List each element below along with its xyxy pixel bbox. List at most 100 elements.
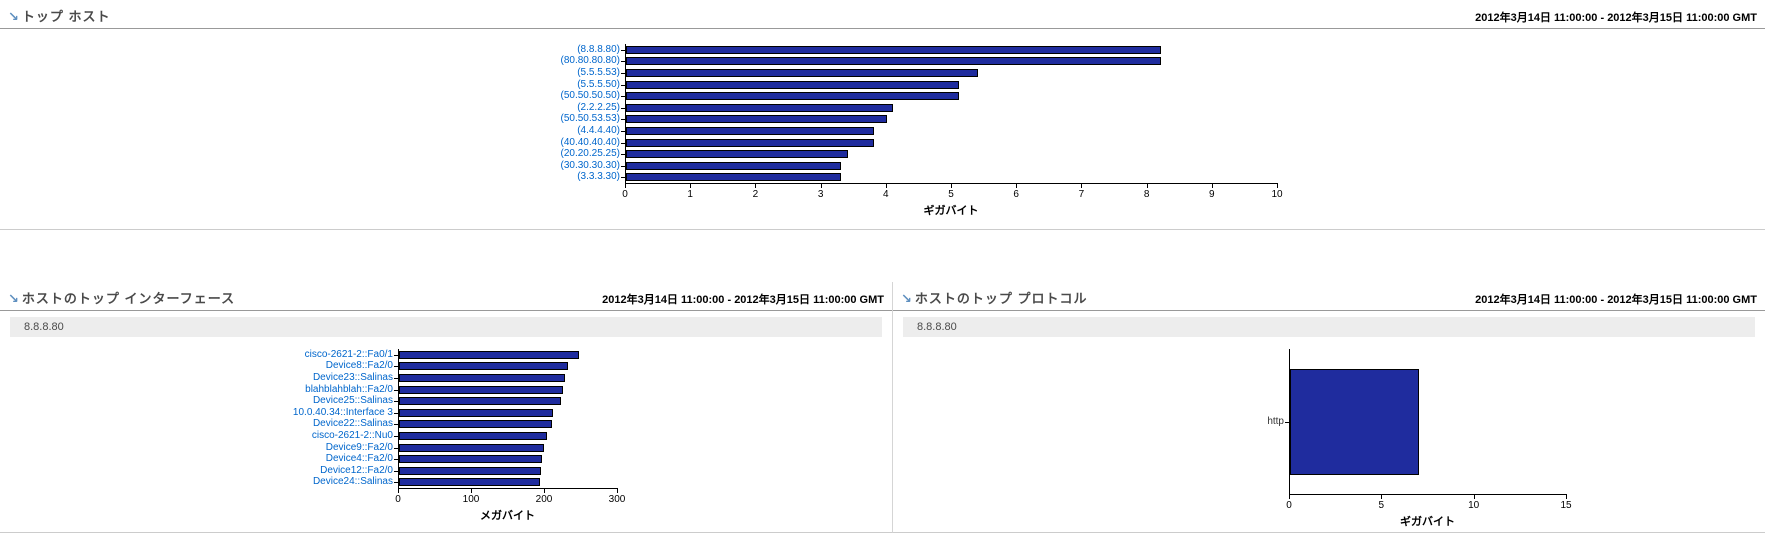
category-tick: [621, 142, 625, 144]
plot-area: [621, 78, 1278, 91]
x-axis-tick-label: 0: [395, 494, 401, 506]
x-axis-tick: [1277, 184, 1278, 189]
category-label[interactable]: (4.4.4.40): [577, 124, 620, 136]
plot-area: [394, 372, 618, 384]
category-tick: [394, 470, 398, 472]
bar[interactable]: [399, 362, 569, 371]
bar[interactable]: [399, 443, 545, 452]
bar[interactable]: [399, 466, 542, 475]
bar[interactable]: [626, 138, 874, 147]
category-tick: [394, 459, 398, 461]
bar[interactable]: [626, 115, 887, 124]
chart-row: Device24::Salinas: [228, 476, 892, 489]
chart-row: Device25::Salinas: [228, 395, 892, 407]
bar[interactable]: [399, 350, 580, 359]
category-label[interactable]: Device9::Fa2/0: [325, 441, 393, 453]
x-axis-title: ギガバイト: [923, 205, 979, 218]
bar[interactable]: [626, 150, 848, 159]
category-label[interactable]: 10.0.40.34::Interface 3: [292, 406, 393, 418]
category-tick: [394, 354, 398, 356]
bar[interactable]: [399, 431, 548, 440]
chart-row: 10.0.40.34::Interface 3: [228, 406, 892, 419]
category-label[interactable]: blahblahblah::Fa2/0: [305, 383, 393, 395]
x-axis-tick-label: 200: [535, 494, 553, 506]
plot-area: [621, 90, 1278, 102]
bar[interactable]: [399, 408, 554, 417]
bar[interactable]: [626, 80, 959, 89]
panel-header: ↘ トップ ホスト 2012年3月14日 11:00:00 - 2012年3月15…: [0, 0, 1765, 29]
category-tick: [394, 401, 398, 403]
plot-area: [394, 406, 618, 419]
category-tick: [621, 154, 625, 156]
chart-row: (3.3.3.30): [420, 171, 1765, 184]
category-label[interactable]: Device23::Salinas: [312, 371, 393, 383]
category-label[interactable]: (3.3.3.30): [577, 171, 620, 183]
category-label[interactable]: Device22::Salinas: [312, 418, 393, 430]
bar[interactable]: [626, 68, 979, 77]
category-tick: [394, 366, 398, 368]
category-label[interactable]: (2.2.2.25): [577, 101, 620, 113]
category-label[interactable]: cisco-2621-2::Fa0/1: [304, 348, 393, 360]
bar[interactable]: [626, 103, 894, 112]
category-label[interactable]: (50.50.50.50): [560, 90, 621, 102]
category-label[interactable]: (40.40.40.40): [560, 136, 621, 148]
chart-row: (5.5.5.53): [420, 67, 1765, 79]
category-label[interactable]: Device12::Fa2/0: [320, 464, 393, 476]
category-tick: [394, 424, 398, 426]
x-axis-tick-label: 6: [1013, 189, 1019, 201]
x-axis: 0 5 10 15: [1286, 494, 1572, 512]
category-tick: [394, 389, 398, 391]
plot-area: [621, 55, 1278, 68]
category-label[interactable]: (20.20.25.25): [560, 148, 621, 160]
chart-row: Device22::Salinas: [228, 418, 892, 431]
x-axis-title: メガバイト: [480, 510, 535, 523]
plot-area: [1285, 349, 1567, 494]
category-label[interactable]: Device4::Fa2/0: [325, 453, 393, 465]
category-label[interactable]: (50.50.53.53): [560, 113, 621, 125]
time-range-label: 2012年3月14日 11:00:00 - 2012年3月15日 11:00:0…: [1475, 294, 1757, 306]
category-label[interactable]: cisco-2621-2::Nu0: [311, 429, 393, 441]
bar[interactable]: [399, 373, 565, 382]
plot-area: [621, 125, 1278, 137]
bar[interactable]: [399, 455, 543, 464]
plot-area: [394, 395, 618, 407]
x-axis-title: ギガバイト: [1400, 516, 1455, 528]
bar[interactable]: [626, 161, 842, 170]
category-label[interactable]: Device24::Salinas: [312, 476, 393, 488]
plot-area: [621, 67, 1278, 79]
plot-area: [621, 171, 1278, 184]
chart-row: (8.8.8.80): [420, 44, 1765, 56]
category-label[interactable]: Device25::Salinas: [312, 395, 393, 407]
plot-area: [621, 113, 1278, 126]
category-tick: [621, 119, 625, 121]
category-label[interactable]: (5.5.5.50): [577, 78, 620, 90]
category-tick: [394, 447, 398, 449]
panel-host-top-protocols: ↘ ホストのトップ プロトコル 2012年3月14日 11:00:00 - 201…: [893, 282, 1765, 533]
x-axis-tick: [1473, 495, 1475, 499]
collapse-arrow-icon: ↘: [8, 291, 20, 306]
category-label[interactable]: (8.8.8.80): [577, 43, 620, 55]
category-label[interactable]: (30.30.30.30): [560, 159, 621, 171]
bar[interactable]: [626, 57, 1161, 66]
bar[interactable]: [626, 45, 1161, 54]
chart-row: (20.20.25.25): [420, 148, 1765, 160]
x-axis-tick-label: 1: [687, 189, 693, 201]
chart-rows: http: [1239, 349, 1765, 494]
x-axis-tick: [544, 489, 545, 494]
plot-area: [621, 159, 1278, 172]
category-label[interactable]: (80.80.80.80): [560, 55, 621, 67]
panel-top-hosts: ↘ トップ ホスト 2012年3月14日 11:00:00 - 2012年3月15…: [0, 0, 1765, 230]
bar[interactable]: [1290, 368, 1420, 475]
bar[interactable]: [399, 478, 540, 487]
panel-title: ↘ ホストのトップ プロトコル: [901, 288, 1088, 307]
bar[interactable]: [626, 126, 874, 135]
category-label[interactable]: Device8::Fa2/0: [325, 360, 393, 372]
bar[interactable]: [399, 420, 553, 429]
x-axis-tick-label: 15: [1560, 500, 1572, 511]
bar[interactable]: [399, 385, 563, 394]
bar[interactable]: [399, 397, 562, 406]
category-label[interactable]: (5.5.5.53): [577, 66, 620, 78]
category-label: http: [1267, 415, 1284, 427]
bar[interactable]: [626, 92, 959, 101]
bar[interactable]: [626, 173, 842, 182]
